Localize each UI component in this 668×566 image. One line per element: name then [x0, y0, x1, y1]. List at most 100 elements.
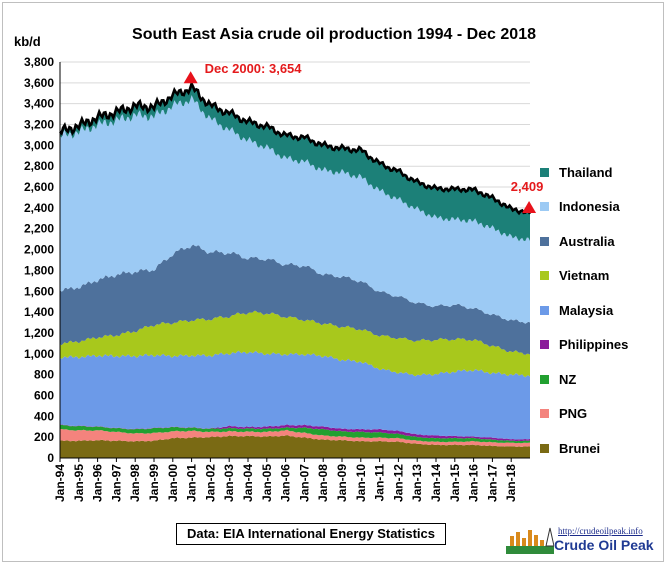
area-vietnam	[60, 310, 530, 378]
y-tick-label: 0	[47, 451, 54, 465]
y-axis-unit: kb/d	[14, 34, 41, 49]
x-tick-label: Jan-96	[91, 464, 105, 502]
x-tick-label: Jan-07	[297, 464, 311, 502]
legend-item-nz: NZ	[540, 369, 576, 389]
x-tick-label: Jan-05	[260, 464, 274, 502]
y-tick-label: 200	[34, 430, 54, 444]
legend-label: Vietnam	[559, 268, 610, 283]
y-tick-label: 3,200	[24, 118, 54, 132]
legend-swatch	[540, 202, 549, 211]
y-tick-label: 800	[34, 368, 54, 382]
x-tick-label: Jan-03	[222, 464, 236, 502]
y-tick-label: 2,800	[24, 159, 54, 173]
legend-swatch	[540, 443, 549, 453]
legend-item-philippines: Philippines	[540, 335, 628, 355]
x-tick-label: Jan-94	[53, 464, 67, 502]
x-tick-label: Jan-04	[241, 464, 255, 502]
legend-label: Malaysia	[559, 302, 614, 318]
legend-swatch	[540, 236, 549, 246]
source-note: Data: EIA International Energy Statistic…	[176, 523, 446, 545]
x-tick-label: Jan-09	[335, 464, 349, 502]
legend-swatch	[540, 167, 549, 177]
legend-label: NZ	[559, 371, 577, 387]
legend-item-brunei: Brunei	[540, 438, 600, 458]
legend-label: Brunei	[559, 440, 601, 456]
y-tick-label: 2,000	[24, 243, 54, 257]
x-tick-label: Jan-16	[467, 464, 481, 502]
y-tick-label: 2,200	[24, 222, 54, 236]
legend-label: PNG	[559, 406, 588, 421]
x-tick-label: Jan-98	[128, 464, 142, 502]
y-tick-label: 2,400	[24, 201, 54, 215]
axes	[59, 62, 530, 459]
annotation-label: Dec 2000: 3,654	[205, 61, 303, 76]
legend-label: Indonesia	[559, 199, 620, 214]
area-philippines	[60, 424, 530, 442]
logo-url[interactable]: http://crudeoilpeak.info	[558, 526, 643, 536]
y-tick-labels: 0 200 400 600 800 1,000 1,200 1,400 1,600 1,800 2,…	[24, 55, 54, 465]
peak-marker-icon	[522, 200, 537, 213]
y-tick-label: 1,400	[24, 305, 54, 319]
x-tick-label: Jan-01	[185, 464, 199, 502]
oil-rig-logo-icon	[506, 527, 555, 554]
annotation-label: 2,409	[511, 179, 544, 194]
y-tick-label: 600	[34, 388, 54, 402]
crude-oil-peak-logo: http://crudeoilpeak.info Crude Oil Peak	[506, 524, 658, 554]
total-line	[59, 80, 532, 216]
x-tick-label: Jan-02	[203, 464, 217, 502]
area-thailand	[60, 83, 530, 242]
area-brunei	[60, 435, 530, 458]
x-tick-label: Jan-14	[429, 464, 443, 502]
x-tick-label: Jan-13	[410, 464, 424, 502]
y-tick-label: 400	[34, 409, 54, 423]
legend-label: Australia	[559, 233, 615, 249]
y-tick-label: 1,200	[24, 326, 54, 340]
annotations: Dec 2000: 3,654 2,409	[183, 61, 544, 213]
x-tick-label: Jan-95	[72, 464, 86, 502]
area-png	[60, 429, 530, 447]
y-tick-label: 3,800	[24, 55, 54, 69]
x-tick-labels: Jan-94 Jan-95 Jan-96 Jan-97 Jan-98 Jan-99 Jan-…	[53, 458, 518, 502]
area-australia	[60, 244, 530, 355]
legend-label: Thailand	[559, 164, 613, 180]
legend-swatch	[540, 271, 549, 280]
legend-swatch	[540, 340, 549, 349]
logo-name: Crude Oil Peak	[554, 537, 654, 553]
area-nz	[60, 424, 530, 444]
y-tick-label: 2,600	[24, 180, 54, 194]
x-tick-label: Jan-12	[391, 464, 405, 502]
x-tick-label: Jan-17	[485, 464, 499, 502]
legend-item-thailand: Thailand	[540, 162, 612, 182]
legend-swatch	[540, 305, 549, 315]
y-tick-label: 3,000	[24, 138, 54, 152]
legend-item-australia: Australia	[540, 231, 615, 251]
y-tick-label: 3,400	[24, 97, 54, 111]
x-tick-label: Jan-11	[373, 464, 387, 502]
y-tick-label: 1,800	[24, 263, 54, 277]
total-production-line	[59, 80, 532, 216]
x-tick-label: Jan-99	[147, 464, 161, 502]
peak-marker-icon	[183, 71, 198, 84]
x-tick-label: Jan-18	[504, 464, 518, 502]
legend-item-vietnam: Vietnam	[540, 266, 609, 286]
legend-item-malaysia: Malaysia	[540, 300, 613, 320]
area-indonesia	[60, 95, 530, 324]
x-tick-label: Jan-97	[109, 464, 123, 502]
x-tick-label: Jan-10	[354, 464, 368, 502]
chart-title: South East Asia crude oil production 199…	[132, 26, 536, 43]
legend-item-png: PNG	[540, 404, 587, 424]
legend-label: Philippines	[559, 337, 629, 352]
x-tick-label: Jan-15	[448, 464, 462, 502]
x-tick-label: Jan-06	[279, 464, 293, 502]
legend-item-indonesia: Indonesia	[540, 197, 620, 217]
area-series	[60, 83, 530, 458]
legend-swatch	[540, 374, 549, 384]
legend-swatch	[540, 409, 549, 418]
y-tick-label: 1,000	[24, 347, 54, 361]
y-tick-label: 1,600	[24, 284, 54, 298]
y-tick-label: 3,600	[24, 76, 54, 90]
x-tick-label: Jan-08	[316, 464, 330, 502]
area-malaysia	[60, 350, 530, 440]
